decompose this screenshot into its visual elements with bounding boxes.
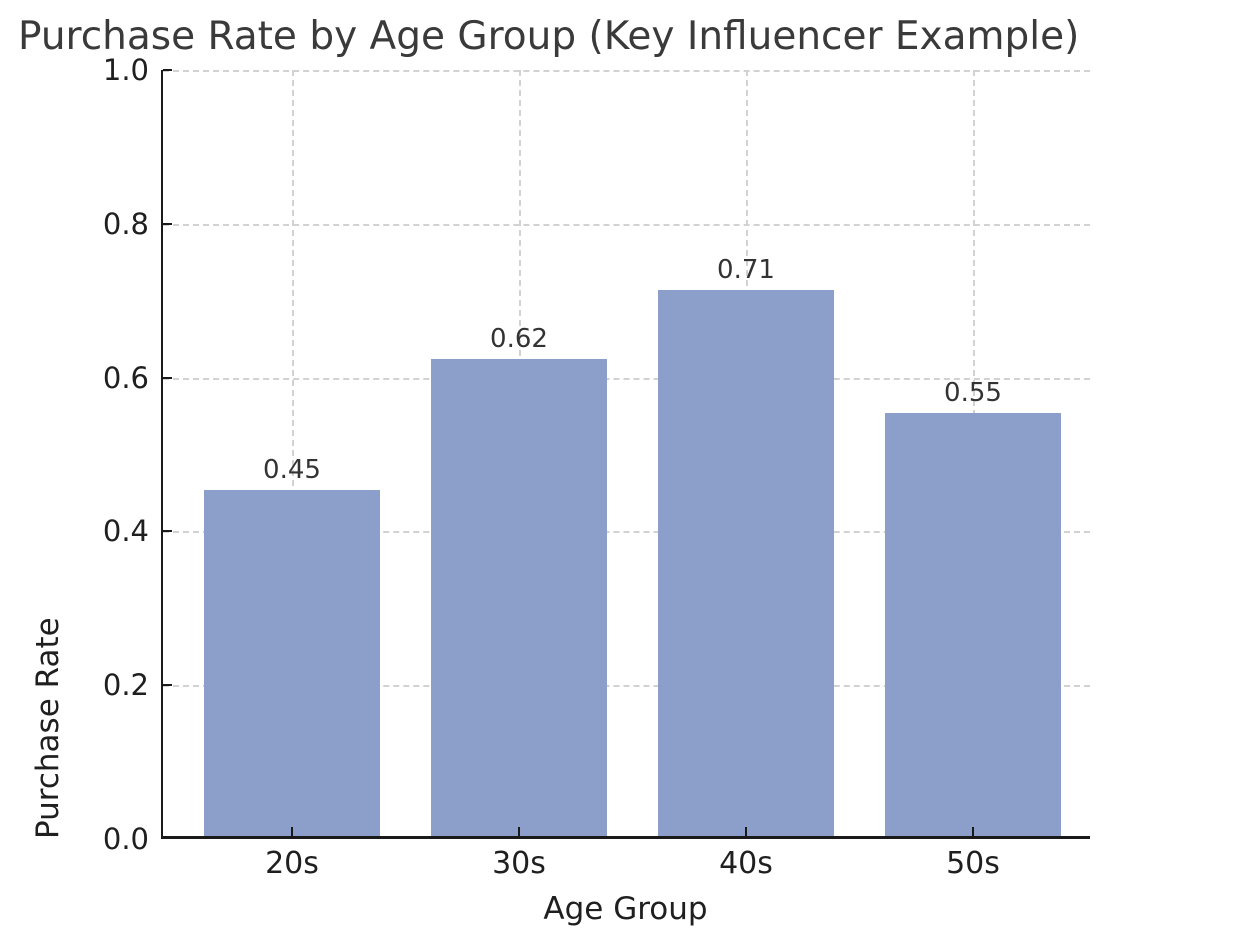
bar-30s xyxy=(431,359,607,836)
y-tick-label: 0.2 xyxy=(102,668,149,703)
y-tick-label: 0.8 xyxy=(102,206,149,241)
y-tick-label: 0.6 xyxy=(102,360,149,395)
x-tick-label: 30s xyxy=(492,846,546,881)
y-tick-mark xyxy=(163,684,172,687)
bar-50s xyxy=(885,413,1061,836)
y-tick-mark xyxy=(163,530,172,533)
bar-20s xyxy=(204,489,380,836)
bar-value-label: 0.71 xyxy=(717,255,775,285)
y-tick-mark xyxy=(163,222,172,225)
y-tick-mark xyxy=(163,376,172,379)
x-tick-label: 20s xyxy=(265,846,319,881)
x-tick-mark xyxy=(291,827,293,836)
gridline-horizontal xyxy=(163,531,1090,534)
x-tick-mark xyxy=(518,827,520,836)
x-tick-label: 50s xyxy=(946,846,1000,881)
bar-40s xyxy=(658,290,834,836)
y-tick-label: 0.4 xyxy=(102,514,149,549)
x-axis-label: Age Group xyxy=(543,891,708,927)
gridline-horizontal xyxy=(163,377,1090,380)
x-tick-mark xyxy=(972,827,974,836)
bar-value-label: 0.55 xyxy=(944,378,1002,409)
y-tick-label: 0.0 xyxy=(102,822,149,856)
gridline-horizontal xyxy=(163,70,1090,72)
chart-title: Purchase Rate by Age Group (Key Influenc… xyxy=(18,14,1080,59)
gridline-horizontal xyxy=(163,223,1090,226)
bar-value-label: 0.62 xyxy=(490,324,548,355)
plot-area: 0.0 0.2 0.4 0.6 0.8 1.0 0.45 20s 0.62 30s 0.71 40s 0… xyxy=(103,53,1090,881)
y-axis-label: Purchase Rate xyxy=(30,617,66,839)
bar-value-label: 0.45 xyxy=(263,454,321,485)
gridline-horizontal xyxy=(163,685,1090,688)
gridline-vertical xyxy=(292,70,294,836)
y-tick-label: 1.0 xyxy=(102,53,149,87)
x-tick-label: 40s xyxy=(719,846,773,881)
x-tick-mark xyxy=(745,827,747,836)
y-tick-mark xyxy=(163,69,172,71)
